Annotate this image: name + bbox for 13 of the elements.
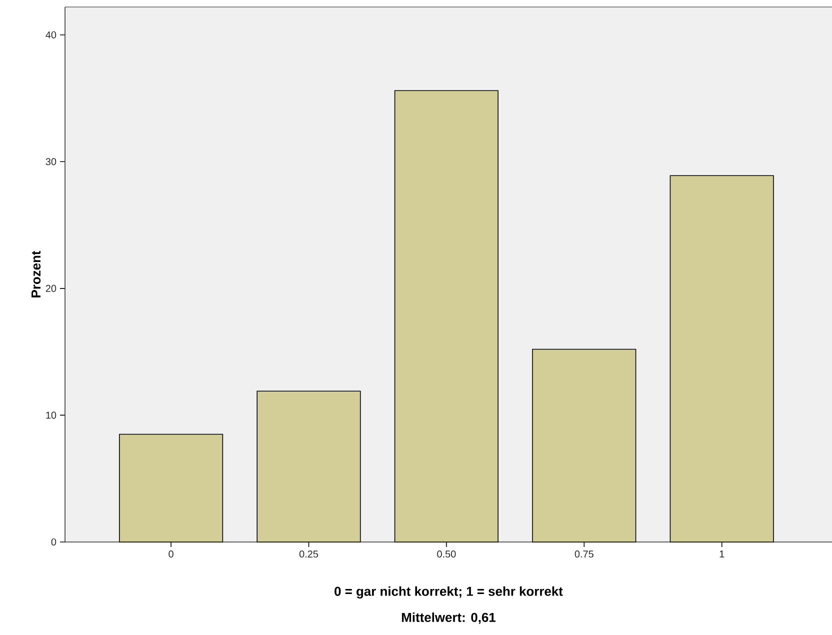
y-tick-label: 40 xyxy=(46,31,56,38)
text: Mittelwert: 0,61 xyxy=(402,612,496,624)
x-tick-label: 0.50 xyxy=(437,550,456,558)
y-tick-label: 30 xyxy=(46,158,56,166)
y-tick-label: 0 xyxy=(51,538,56,546)
x-tick-label: 1 xyxy=(720,550,724,558)
y-tick-label: 10 xyxy=(46,412,56,419)
x-tick-label: 0.25 xyxy=(299,550,318,558)
x-tick-label: 0 xyxy=(168,550,174,558)
x-axis-title: 0 = gar nicht korrekt; 1 = sehr korrekt xyxy=(334,586,563,599)
y-tick-label: 20 xyxy=(46,284,56,292)
x-tick-label: 0.75 xyxy=(574,550,594,558)
y-axis-title: Prozent xyxy=(32,250,41,298)
